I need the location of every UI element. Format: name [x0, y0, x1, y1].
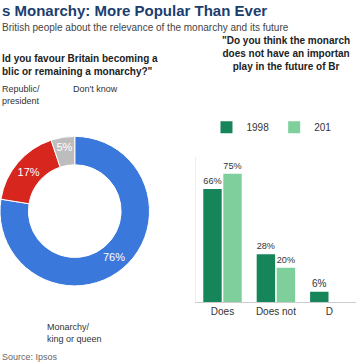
svg-text:76%: 76% — [103, 251, 125, 263]
svg-text:British people about the relev: British people about the relevance of th… — [2, 22, 289, 33]
svg-text:Don't know: Don't know — [73, 84, 118, 94]
svg-text:Republic/president: Republic/president — [2, 84, 40, 106]
svg-text:75%: 75% — [223, 161, 241, 171]
svg-text:17%: 17% — [18, 166, 40, 178]
svg-text:Monarchy/king or queen: Monarchy/king or queen — [47, 322, 102, 344]
svg-text:66%: 66% — [203, 176, 221, 186]
svg-text:s Monarchy: More Popular Than: s Monarchy: More Popular Than Ever — [2, 2, 267, 19]
svg-text:"Do you think the monarchdoes: "Do you think the monarchdoes not have a… — [222, 35, 350, 72]
svg-text:201: 201 — [314, 122, 331, 133]
svg-text:Does not: Does not — [256, 306, 296, 317]
svg-text:ld you favour Britain becoming: ld you favour Britain becoming ablic or … — [2, 53, 158, 77]
svg-text:20%: 20% — [277, 255, 295, 265]
svg-text:Does: Does — [211, 306, 234, 317]
svg-text:D: D — [326, 306, 333, 317]
svg-text:Source: Ipsos: Source: Ipsos — [2, 352, 58, 362]
svg-text:5%: 5% — [56, 141, 72, 153]
svg-text:6%: 6% — [312, 278, 327, 289]
svg-text:1998: 1998 — [246, 122, 269, 133]
svg-text:28%: 28% — [257, 241, 275, 251]
